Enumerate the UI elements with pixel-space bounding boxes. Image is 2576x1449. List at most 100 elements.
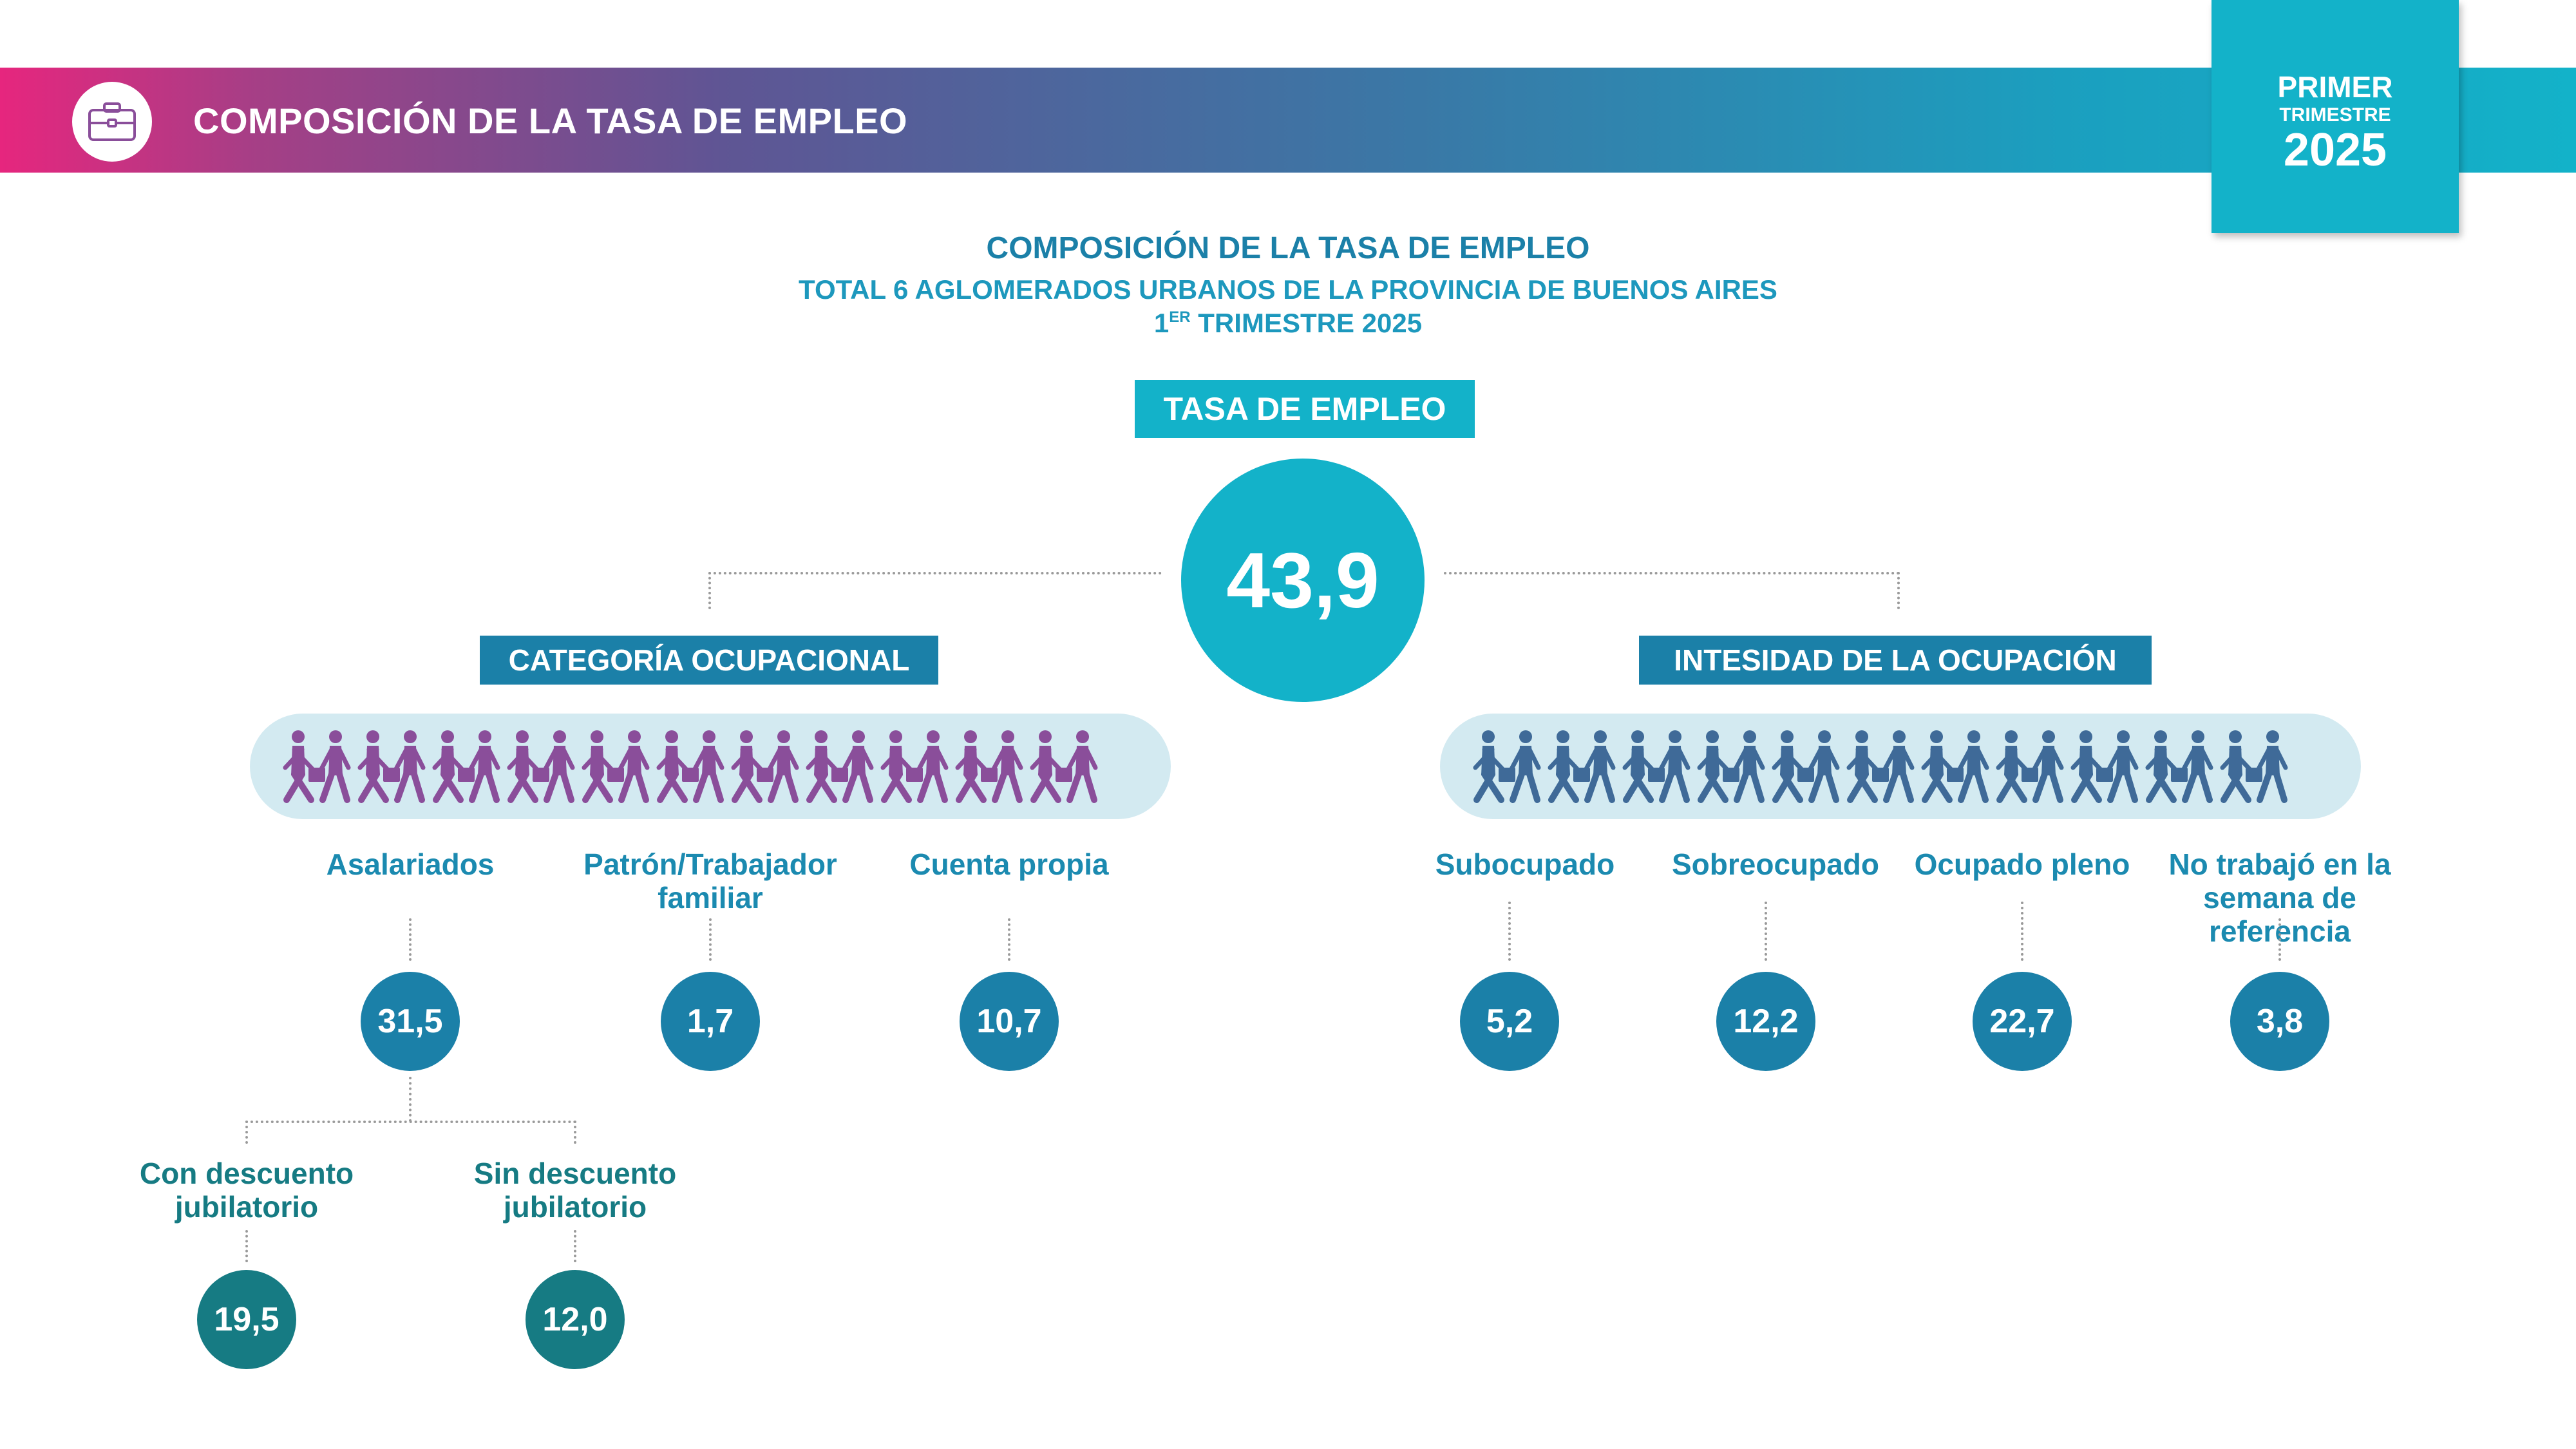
category-label-ocupado-pleno: Ocupado pleno bbox=[1914, 848, 2130, 881]
walking-workers-icon bbox=[1473, 730, 2288, 803]
walking-person-icon bbox=[2171, 730, 2213, 803]
value-ocupado-pleno: 22,7 bbox=[1973, 972, 2072, 1071]
walking-person-icon bbox=[1872, 730, 1915, 803]
branch-label-categoria: CATEGORÍA OCUPACIONAL bbox=[480, 636, 938, 685]
category-label-patron: Patrón/Trabajador familiar bbox=[583, 848, 837, 914]
value-cuenta-propia: 10,7 bbox=[960, 972, 1059, 1071]
root-value-circle: 43,9 bbox=[1181, 459, 1425, 702]
walking-person-icon bbox=[432, 730, 475, 803]
walking-person-icon bbox=[682, 730, 724, 803]
period-badge: PRIMER TRIMESTRE 2025 bbox=[2211, 0, 2459, 233]
walking-person-icon bbox=[582, 730, 624, 803]
value-subocupado: 5,2 bbox=[1460, 972, 1559, 1071]
value-sobreocupado: 12,2 bbox=[1716, 972, 1815, 1071]
walking-person-icon bbox=[1846, 730, 1889, 803]
walking-person-icon bbox=[2246, 730, 2288, 803]
walking-person-icon bbox=[2096, 730, 2139, 803]
connector-sub-right-drop bbox=[574, 1121, 576, 1144]
category-label-sobreocupado: Sobreocupado bbox=[1671, 848, 1880, 881]
connector-no-trabajo bbox=[2278, 918, 2281, 961]
walking-person-icon bbox=[981, 730, 1023, 803]
walking-person-icon bbox=[2070, 730, 2113, 803]
walking-person-icon bbox=[1648, 730, 1690, 803]
value-no-trabajo: 3,8 bbox=[2230, 972, 2329, 1071]
walking-person-icon bbox=[1473, 730, 1515, 803]
sub-label-con-descuento: Con descuento jubilatorio bbox=[139, 1157, 354, 1224]
category-label-subocupado: Subocupado bbox=[1435, 848, 1615, 881]
connector-sobreocupado bbox=[1765, 902, 1767, 961]
walking-person-icon bbox=[806, 730, 848, 803]
walking-person-icon bbox=[1030, 730, 1072, 803]
connector-root-right-drop bbox=[1897, 572, 1900, 609]
walking-person-icon bbox=[383, 730, 426, 803]
briefcase-icon bbox=[88, 102, 136, 141]
value-sin-descuento: 12,0 bbox=[526, 1270, 625, 1369]
walking-person-icon bbox=[283, 730, 325, 803]
walking-person-icon bbox=[906, 730, 949, 803]
header-title: COMPOSICIÓN DE LA TASA DE EMPLEO bbox=[193, 100, 908, 141]
walking-workers-icon bbox=[283, 730, 1098, 803]
value-patron: 1,7 bbox=[661, 972, 760, 1071]
walking-person-icon bbox=[955, 730, 998, 803]
walking-person-icon bbox=[1797, 730, 1840, 803]
walking-person-icon bbox=[731, 730, 773, 803]
walking-person-icon bbox=[357, 730, 400, 803]
chart-title: COMPOSICIÓN DE LA TASA DE EMPLEO bbox=[986, 231, 1590, 265]
people-strip-right bbox=[1440, 714, 2361, 819]
walking-person-icon bbox=[507, 730, 549, 803]
connector-sub-left-drop bbox=[245, 1121, 248, 1144]
walking-person-icon bbox=[607, 730, 650, 803]
connector-asalariados-split bbox=[409, 1077, 412, 1122]
walking-person-icon bbox=[757, 730, 799, 803]
walking-person-icon bbox=[533, 730, 575, 803]
root-label: TASA DE EMPLEO bbox=[1135, 380, 1475, 438]
walking-person-icon bbox=[1548, 730, 1590, 803]
chart-subtitle: TOTAL 6 AGLOMERADOS URBANOS DE LA PROVIN… bbox=[799, 274, 1777, 305]
connector-root-left-drop bbox=[708, 572, 711, 609]
connector-ocupado-pleno bbox=[2021, 902, 2023, 961]
quarter-number: 1 bbox=[1153, 308, 1170, 338]
walking-person-icon bbox=[1996, 730, 2038, 803]
walking-person-icon bbox=[1622, 730, 1665, 803]
walking-person-icon bbox=[458, 730, 500, 803]
header-band bbox=[0, 68, 2576, 173]
walking-person-icon bbox=[831, 730, 874, 803]
period-line1: PRIMER bbox=[2277, 70, 2393, 104]
header-icon-badge bbox=[72, 82, 152, 162]
walking-person-icon bbox=[1772, 730, 1814, 803]
period-line2: TRIMESTRE bbox=[2279, 104, 2391, 126]
walking-person-icon bbox=[1947, 730, 1989, 803]
connector-cuenta-propia bbox=[1008, 918, 1010, 961]
walking-person-icon bbox=[880, 730, 923, 803]
walking-person-icon bbox=[1723, 730, 1765, 803]
connector-sin-descuento bbox=[574, 1230, 576, 1262]
people-strip-left bbox=[250, 714, 1171, 819]
walking-person-icon bbox=[2220, 730, 2262, 803]
walking-person-icon bbox=[1697, 730, 1739, 803]
quarter-text: TRIMESTRE 2025 bbox=[1198, 308, 1423, 338]
branch-label-intensidad: INTESIDAD DE LA OCUPACIÓN bbox=[1639, 636, 2152, 685]
chart-quarter: 1ER TRIMESTRE 2025 bbox=[0, 308, 2576, 339]
value-con-descuento: 19,5 bbox=[197, 1270, 296, 1369]
connector-sub-horizontal bbox=[245, 1121, 576, 1123]
category-label-asalariados: Asalariados bbox=[326, 848, 495, 881]
walking-person-icon bbox=[1056, 730, 1098, 803]
connector-root-left bbox=[708, 572, 1162, 574]
connector-con-descuento bbox=[245, 1230, 248, 1262]
period-year: 2025 bbox=[2283, 124, 2387, 176]
connector-root-right bbox=[1444, 572, 1900, 574]
walking-person-icon bbox=[2145, 730, 2188, 803]
walking-person-icon bbox=[2022, 730, 2064, 803]
walking-person-icon bbox=[308, 730, 351, 803]
connector-patron bbox=[709, 918, 712, 961]
walking-person-icon bbox=[656, 730, 699, 803]
walking-person-icon bbox=[1921, 730, 1964, 803]
sub-label-sin-descuento: Sin descuento jubilatorio bbox=[473, 1157, 677, 1224]
connector-asalariados bbox=[409, 918, 412, 961]
value-asalariados: 31,5 bbox=[361, 972, 460, 1071]
walking-person-icon bbox=[1499, 730, 1541, 803]
walking-person-icon bbox=[1573, 730, 1616, 803]
quarter-ordinal: ER bbox=[1169, 308, 1191, 326]
category-label-cuenta-propia: Cuenta propia bbox=[909, 848, 1109, 881]
connector-subocupado bbox=[1508, 902, 1511, 961]
